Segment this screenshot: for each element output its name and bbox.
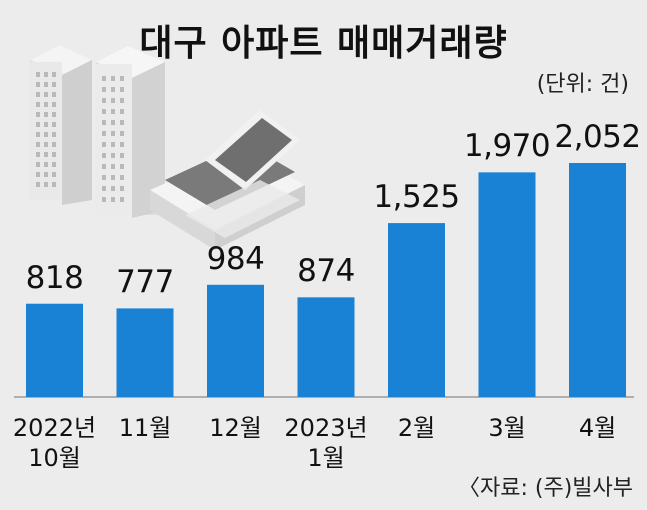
chart-title: 대구 아파트 매매거래량 [139, 23, 508, 64]
value-label: 874 [297, 253, 355, 290]
bar [207, 284, 264, 397]
value-label: 984 [206, 240, 265, 277]
source-label: 〈자료: (주)빌사부 [457, 476, 633, 501]
cash-stack-icon [150, 110, 305, 250]
value-label: 1,970 [463, 128, 551, 165]
category-label: 11월 [118, 414, 172, 442]
category-label: 2023년 1월 [284, 414, 368, 472]
category-label: 12월 [209, 414, 262, 442]
bar [478, 172, 536, 397]
value-label: 818 [25, 259, 84, 296]
apartment-building-icon [30, 45, 165, 218]
bar [388, 223, 445, 397]
value-label: 1,525 [373, 179, 460, 216]
value-label: 2,052 [554, 119, 641, 155]
value-label: 777 [116, 264, 174, 301]
category-label: 4월 [578, 414, 617, 442]
bar [569, 163, 626, 397]
bar [297, 297, 355, 397]
bar [116, 308, 174, 397]
category-label: 2022년 10월 [12, 414, 97, 472]
bar-series [14, 163, 634, 398]
bar [26, 303, 83, 397]
category-label: 2월 [397, 414, 436, 442]
unit-label: (단위: 건) [536, 72, 629, 97]
category-label: 3월 [488, 414, 526, 442]
